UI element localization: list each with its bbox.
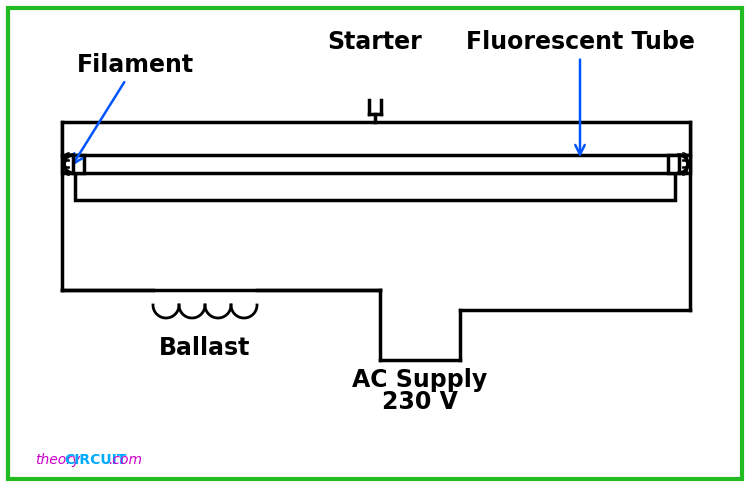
Text: Fluorescent Tube: Fluorescent Tube (466, 30, 694, 154)
Text: AC Supply: AC Supply (352, 368, 488, 392)
Text: theory: theory (35, 453, 80, 467)
Bar (75, 173, 675, 200)
Bar (62, 122, 690, 155)
Text: Filament: Filament (74, 53, 194, 164)
Text: .com: .com (108, 453, 142, 467)
Bar (668, 155, 690, 173)
Text: Ballast: Ballast (159, 336, 250, 360)
Text: Starter: Starter (328, 30, 422, 54)
Text: CIRCUIT: CIRCUIT (64, 453, 126, 467)
Text: 230 V: 230 V (382, 390, 458, 414)
Bar (62, 155, 84, 173)
